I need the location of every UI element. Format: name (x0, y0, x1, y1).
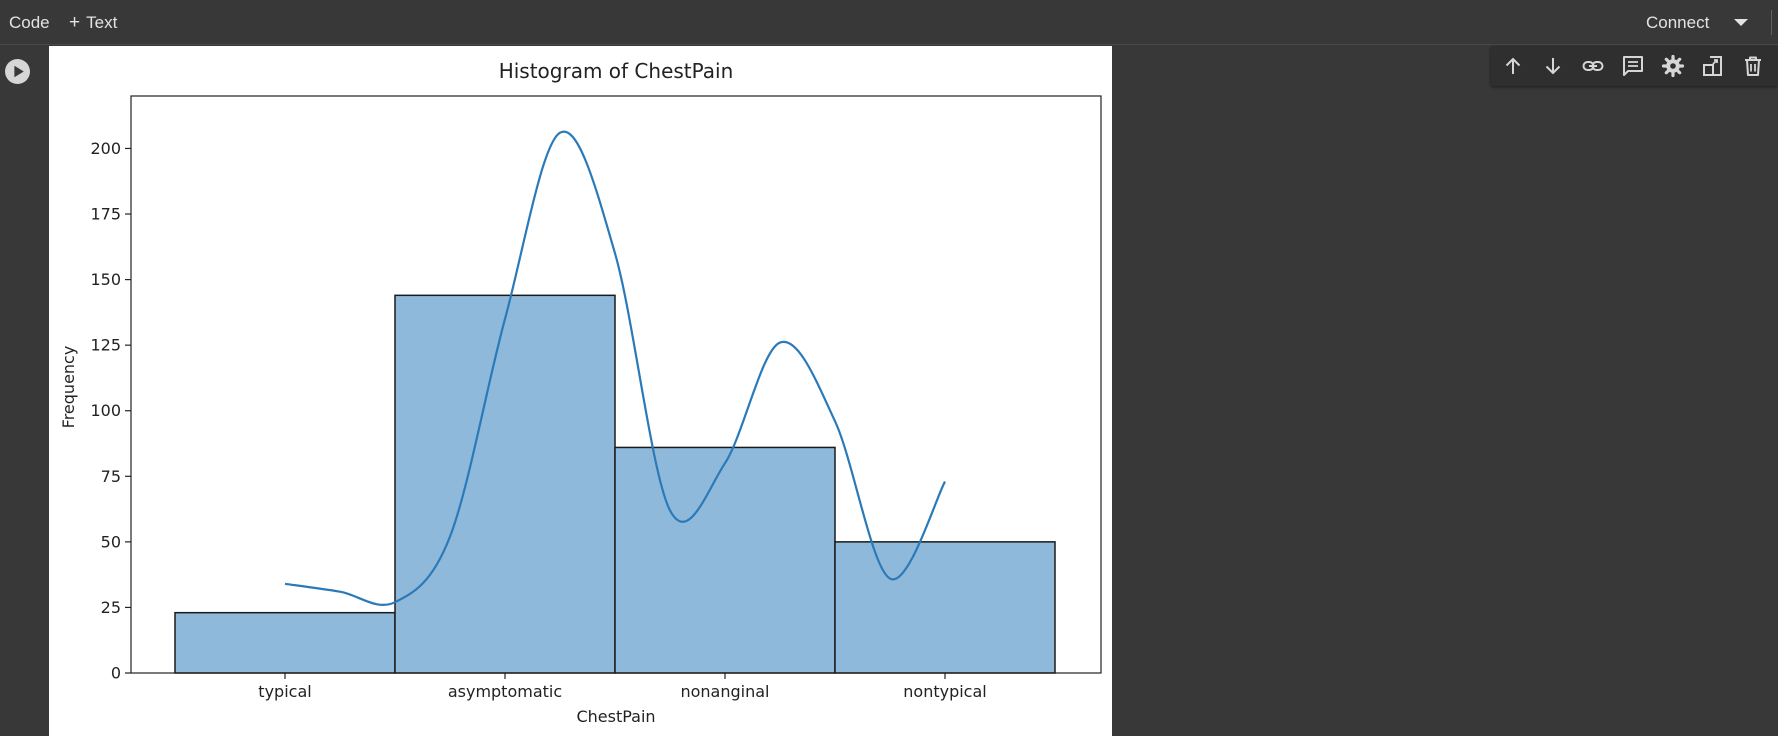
connect-button[interactable]: Connect (1646, 13, 1710, 32)
y-tick-label: 125 (90, 336, 121, 355)
plus-icon: + (69, 12, 81, 33)
y-tick-label: 75 (101, 467, 121, 486)
x-axis-label: ChestPain (576, 707, 655, 726)
cell-output: 0 25 50 75 100 125 150 175 200 typical asymptomat… (49, 46, 1112, 736)
link-icon[interactable] (1581, 54, 1605, 78)
x-tick-label: nonanginal (680, 682, 769, 701)
histogram-bar (614, 446, 836, 674)
histogram-bar (394, 294, 616, 674)
y-tick-label: 150 (90, 270, 121, 289)
y-tick-label: 100 (90, 401, 121, 420)
cell-toolbar (1491, 46, 1778, 86)
x-tick-label: typical (258, 682, 311, 701)
kde-line (284, 130, 946, 606)
trash-icon[interactable] (1741, 54, 1765, 78)
add-text-label: Text (86, 13, 118, 32)
add-code-cell-button[interactable]: Code (9, 13, 50, 32)
y-tick-label: 0 (111, 664, 121, 683)
x-tick-label: asymptomatic (448, 682, 562, 701)
toolbar-divider (1771, 10, 1772, 35)
plot-frame (130, 95, 1102, 674)
notebook-toolbar: Code + Text Connect (0, 0, 1778, 45)
y-tick-label: 50 (101, 532, 121, 551)
y-axis-label: Frequency (59, 346, 78, 429)
arrow-down-icon[interactable] (1541, 54, 1565, 78)
comment-icon[interactable] (1621, 54, 1645, 78)
mirror-cell-icon[interactable] (1701, 54, 1725, 78)
y-tick-label: 200 (90, 139, 121, 158)
x-tick-label: nontypical (903, 682, 986, 701)
add-text-cell-button[interactable]: + Text (69, 0, 117, 45)
arrow-up-icon[interactable] (1501, 54, 1525, 78)
run-cell-button[interactable] (5, 59, 30, 84)
histogram-chart: 0 25 50 75 100 125 150 175 200 typical asymptomat… (59, 59, 1102, 726)
histogram-bar (834, 541, 1056, 674)
histogram-bar (174, 611, 396, 674)
gear-icon[interactable] (1661, 54, 1685, 78)
y-tick-label: 175 (90, 205, 121, 224)
connect-dropdown-icon[interactable] (1734, 19, 1748, 26)
chart-title: Histogram of ChestPain (499, 59, 734, 83)
y-tick-label: 25 (101, 598, 121, 617)
